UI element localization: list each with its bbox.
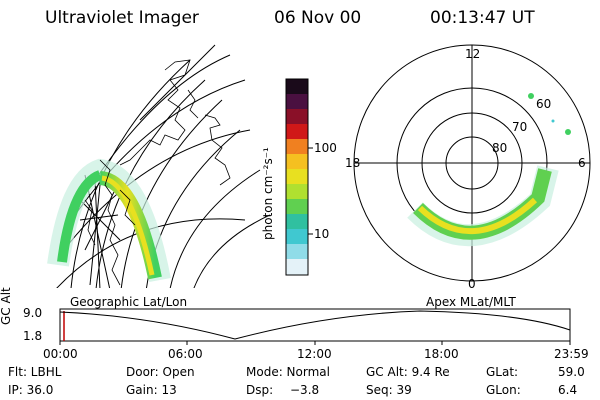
gain-info: Gain: 13 bbox=[126, 383, 177, 397]
timeline-axis-label: GC Alt bbox=[0, 287, 13, 325]
date-label: 06 Nov 00 bbox=[274, 8, 362, 28]
timeline-x-tick-0000: 00:00 bbox=[43, 347, 78, 361]
ip-info: IP: 36.0 bbox=[8, 383, 54, 397]
colorbar-tick-100: 100 bbox=[314, 141, 337, 155]
colorbar-unit-label: photon cm⁻²s⁻¹ bbox=[261, 147, 275, 240]
lat-label-80: 80 bbox=[492, 141, 508, 155]
gc-alt-info: GC Alt: 9.4 Re bbox=[366, 365, 450, 379]
left-map-title: Geographic Lat/Lon bbox=[70, 295, 188, 309]
instrument-title: Ultraviolet Imager bbox=[45, 8, 199, 28]
geographic-map bbox=[47, 44, 270, 288]
mlt-label-6: 6 bbox=[578, 156, 586, 170]
timeline-y-tick-9: 9.0 bbox=[23, 306, 43, 320]
polar-plot bbox=[353, 44, 591, 282]
colorbar-tick-10: 10 bbox=[314, 227, 330, 241]
lat-label-70: 70 bbox=[512, 120, 528, 134]
glon-value: 6.4 bbox=[558, 383, 578, 397]
mlt-label-12: 12 bbox=[465, 47, 481, 61]
door-info: Door: Open bbox=[126, 365, 195, 379]
timeline-chart bbox=[59, 308, 571, 345]
glat-label: GLat: bbox=[486, 365, 519, 379]
glat-value: 59.0 bbox=[558, 365, 585, 379]
dsp-label: Dsp: bbox=[246, 383, 274, 397]
time-label: 00:13:47 UT bbox=[430, 8, 535, 28]
glon-label: GLon: bbox=[486, 383, 521, 397]
timeline-x-tick-0600: 06:00 bbox=[168, 347, 203, 361]
timeline-x-tick-1800: 18:00 bbox=[424, 347, 459, 361]
timeline-x-tick-1200: 12:00 bbox=[297, 347, 332, 361]
filter-info: Flt: LBHL bbox=[8, 365, 62, 379]
dsp-value: −3.8 bbox=[290, 383, 320, 397]
timeline-y-tick-1-8: 1.8 bbox=[23, 329, 43, 343]
lat-label-60: 60 bbox=[536, 97, 552, 111]
mlt-label-0: 0 bbox=[468, 277, 476, 291]
timeline-x-tick-2359: 23:59 bbox=[554, 347, 589, 361]
seq-info: Seq: 39 bbox=[366, 383, 412, 397]
mode-info: Mode: Normal bbox=[246, 365, 330, 379]
right-map-title: Apex MLat/MLT bbox=[426, 295, 516, 309]
colorbar bbox=[285, 78, 313, 276]
mlt-label-18: 18 bbox=[345, 156, 361, 170]
